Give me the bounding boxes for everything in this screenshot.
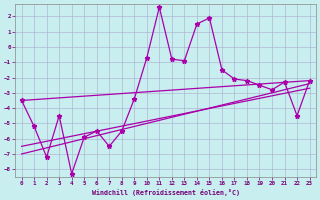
- X-axis label: Windchill (Refroidissement éolien,°C): Windchill (Refroidissement éolien,°C): [92, 189, 240, 196]
